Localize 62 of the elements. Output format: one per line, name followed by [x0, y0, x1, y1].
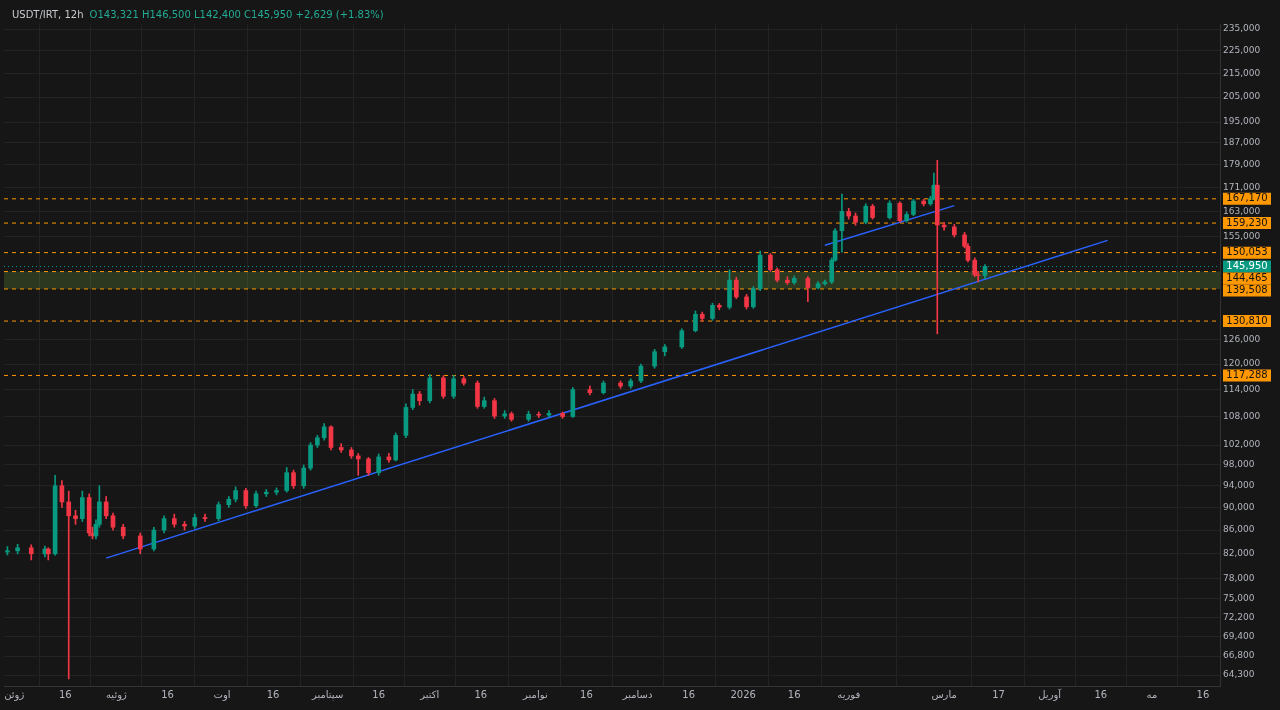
x-tick-label: نوامبر — [522, 688, 548, 700]
candlestick — [263, 489, 269, 497]
y-tick-label: 120,000 — [1223, 358, 1261, 369]
y-tick-label: 195,000 — [1223, 116, 1261, 127]
y-tick-label: 64,300 — [1223, 669, 1255, 680]
chart-title: USDT/IRT, 12h — [12, 9, 84, 20]
x-tick-label: 16 — [161, 688, 174, 700]
x-tick-label: فوریه — [837, 688, 861, 700]
x-tick-label: 16 — [1196, 688, 1210, 700]
y-tick-label: 72,200 — [1223, 611, 1255, 622]
ref-line-label: 150,053 — [1226, 246, 1268, 258]
y-tick-label: 155,000 — [1223, 230, 1261, 241]
y-tick-label: 187,000 — [1223, 137, 1261, 148]
y-tick-label: 82,000 — [1223, 548, 1255, 559]
x-tick-label: 16 — [474, 688, 488, 700]
x-tick-label: مه — [1146, 688, 1158, 700]
y-tick-label: 69,400 — [1223, 631, 1255, 642]
x-tick-label: 16 — [1094, 688, 1108, 700]
x-tick-label: دسامبر — [621, 688, 653, 700]
x-tick-label: سپتامبر — [310, 688, 344, 701]
ref-line-label: 167,170 — [1226, 192, 1268, 204]
y-tick-label: 225,000 — [1223, 45, 1261, 56]
y-tick-label: 98,000 — [1223, 459, 1255, 470]
ref-line-label: 159,230 — [1226, 216, 1268, 228]
y-tick-label: 171,000 — [1223, 181, 1261, 192]
y-tick-label: 78,000 — [1223, 573, 1255, 584]
candlestick — [202, 513, 208, 522]
x-tick-label: 16 — [372, 688, 386, 700]
ref-line-label: 117,288 — [1226, 369, 1268, 381]
x-tick-label: 16 — [266, 688, 280, 700]
x-tick-label: آوریل — [1038, 687, 1063, 701]
y-tick-label: 205,000 — [1223, 91, 1261, 102]
y-tick-label: 114,000 — [1223, 383, 1261, 394]
x-tick-label: 16 — [58, 688, 72, 700]
y-tick-label: 215,000 — [1223, 67, 1261, 78]
y-tick-label: 94,000 — [1223, 480, 1255, 491]
x-tick-label: 17 — [992, 688, 1005, 700]
x-tick-label: 16 — [682, 688, 696, 700]
ref-line-label: 145,950 — [1226, 260, 1268, 272]
y-tick-label: 66,800 — [1223, 650, 1255, 661]
candlestick — [66, 490, 72, 680]
y-tick-label: 102,000 — [1223, 439, 1261, 450]
ref-line-label: 139,508 — [1226, 284, 1268, 296]
x-tick-label: 2026 — [730, 688, 756, 700]
x-tick-label: مارس — [931, 688, 957, 700]
x-tick-label: 16 — [787, 688, 801, 700]
x-tick-label: اکتبر — [419, 688, 440, 700]
x-tick-label: اوت — [213, 688, 231, 701]
y-tick-label: 235,000 — [1223, 23, 1261, 34]
ref-line-label: 130,810 — [1226, 314, 1268, 326]
chart-subtitle: O143,321 H146,500 L142,400 C145,950 +2,629 (+1.83%) — [89, 9, 384, 20]
y-tick-label: 90,000 — [1223, 501, 1255, 512]
y-tick-label: 179,000 — [1223, 159, 1261, 170]
ref-line-label: 144,465 — [1226, 272, 1268, 284]
y-tick-label: 163,000 — [1223, 205, 1261, 216]
y-tick-label: 75,000 — [1223, 592, 1255, 603]
x-tick-label: ژوئیه — [105, 688, 127, 701]
y-tick-label: 126,000 — [1223, 334, 1261, 345]
y-tick-label: 86,000 — [1223, 524, 1255, 535]
x-tick-label: ژوئن — [4, 688, 25, 701]
x-tick-label: 16 — [580, 688, 593, 700]
y-tick-label: 108,000 — [1223, 410, 1261, 421]
